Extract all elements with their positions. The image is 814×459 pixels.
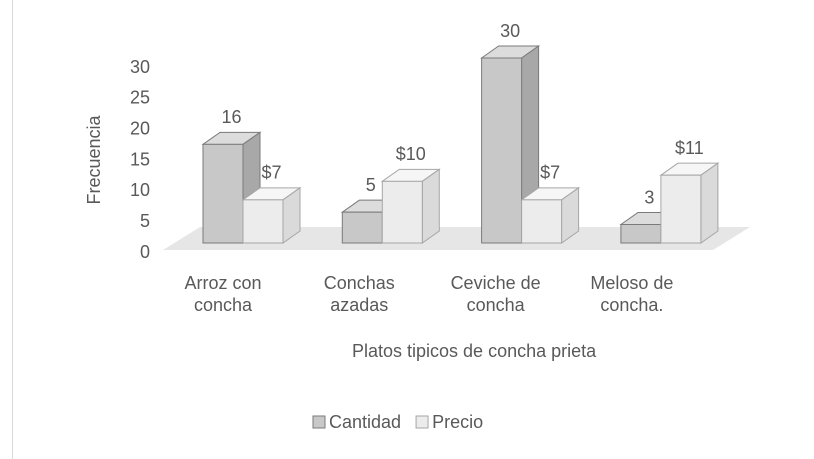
y-tick-label: 5	[140, 211, 150, 231]
data-label: $10	[396, 144, 426, 164]
data-label: 30	[500, 21, 520, 41]
x-tick-label: Ceviche de concha	[450, 273, 541, 315]
bar	[660, 174, 702, 244]
y-axis-title: Frecuencia	[84, 114, 104, 204]
data-label: 3	[644, 187, 654, 207]
legend-label: Cantidad	[329, 412, 401, 432]
bar	[381, 180, 423, 244]
bar-side	[700, 162, 719, 244]
y-tick-label: 25	[130, 88, 150, 108]
bar	[202, 143, 244, 244]
y-tick-label: 0	[140, 242, 150, 262]
y-tick-label: 10	[130, 180, 150, 200]
x-tick-label: Meloso de concha.	[590, 273, 674, 315]
bar	[341, 211, 383, 244]
y-tick-label: 30	[130, 57, 150, 77]
x-axis-title: Platos tipicos de concha prieta	[352, 341, 597, 361]
bar	[521, 199, 563, 244]
bar-side	[421, 168, 440, 244]
data-label: $7	[261, 163, 281, 183]
bar	[620, 224, 662, 244]
y-tick-label: 15	[130, 149, 150, 169]
x-tick-label: Arroz con concha	[184, 273, 262, 315]
x-tick-label: Conchas azadas	[323, 273, 395, 315]
data-label: 5	[366, 175, 376, 195]
bar	[242, 199, 284, 244]
data-label: 16	[221, 107, 241, 127]
legend-swatch	[415, 415, 429, 429]
legend-label: Precio	[432, 412, 483, 432]
bar	[481, 57, 523, 244]
data-label: $7	[540, 163, 560, 183]
data-label: $11	[675, 138, 704, 158]
legend-swatch	[312, 415, 326, 429]
floor	[163, 227, 750, 250]
chart-border	[12, 0, 13, 459]
y-tick-label: 20	[130, 118, 150, 138]
